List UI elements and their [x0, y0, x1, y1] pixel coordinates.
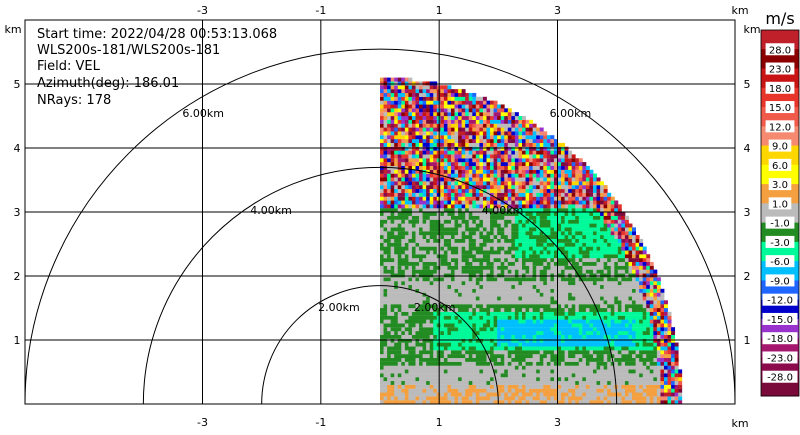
info-start-time: Start time: 2022/04/28 00:53:13.068 [37, 27, 277, 42]
range-ring-label: 6.00km [182, 107, 224, 120]
colorbar-label: 23.0 [769, 65, 791, 76]
x-tick-label-top: -1 [315, 4, 326, 17]
range-ring-label: 2.00km [414, 301, 456, 314]
axis-unit-labels: km km km km [4, 4, 760, 430]
info-text: Start time: 2022/04/28 00:53:13.068 WLS2… [37, 27, 277, 108]
colorbar-label-bg [765, 274, 795, 287]
y-tick-label-right: 5 [744, 78, 751, 91]
colorbar: 28.0 23.0 18.0 15.0 12.0 9.0 6.0 3.0 1.0 -1.0 -3.0… [760, 29, 800, 397]
colorbar-label: 6.0 [772, 161, 788, 172]
colorbar-label: 3.0 [772, 180, 788, 191]
colorbar-label-bg [762, 312, 798, 325]
colorbar-label: -1.0 [770, 219, 790, 230]
colorbar-label-bg [768, 178, 792, 191]
y-tick-label-right: 1 [744, 334, 751, 347]
x-unit-label-top: km [731, 4, 748, 17]
colorbar-label-bg [765, 62, 795, 75]
colorbar-label: 18.0 [769, 84, 791, 95]
y-tick-label-right: 3 [744, 206, 751, 219]
x-tick-label-top: 1 [436, 4, 443, 17]
colorbar-label-bg [762, 293, 798, 306]
colorbar-label: 28.0 [769, 45, 791, 56]
info-nrays: NRays: 178 [37, 93, 111, 108]
colorbar-label: -9.0 [770, 276, 790, 287]
colorbar-label-bg [762, 351, 798, 364]
info-field: Field: VEL [37, 59, 101, 74]
colorbar-frame [760, 29, 800, 397]
colorbar-label-bg [768, 139, 792, 152]
x-tick-label-bottom: -3 [197, 416, 208, 429]
colorbar-label: 9.0 [772, 142, 788, 153]
x-unit-label-bottom: km [731, 417, 748, 430]
colorbar-label: -28.0 [767, 373, 793, 384]
x-tick-label-bottom: 3 [554, 416, 561, 429]
colorbar-label: -12.0 [767, 296, 793, 307]
x-tick-label-top: -3 [197, 4, 208, 17]
info-instrument: WLS200s-181/WLS200s-181 [37, 43, 220, 58]
grid-lines [25, 20, 735, 404]
info-azimuth: Azimuth(deg): 186.01 [37, 76, 179, 91]
colorbar-label: 1.0 [772, 199, 788, 210]
y-tick-label-left: 1 [14, 334, 21, 347]
colorbar-unit: m/s [765, 9, 794, 28]
range-rings: 2.00km 2.00km 4.00km 4.00km 6.00km 6.00km [24, 48, 736, 405]
range-ring-label: 4.00km [250, 204, 292, 217]
y-tick-label-left: 3 [14, 206, 21, 219]
colorbar-label: -3.0 [770, 238, 790, 249]
y-tick-label-left: 2 [14, 270, 21, 283]
y-tick-label-right: 4 [744, 142, 751, 155]
colorbar-label-bg [768, 158, 792, 171]
colorbar-label-bg [765, 43, 795, 56]
x-tick-label-top: 3 [554, 4, 561, 17]
range-ring-label: 4.00km [482, 204, 524, 217]
range-ring [142, 166, 618, 405]
x-tick-label-bottom: -1 [315, 416, 326, 429]
colorbar-label: -18.0 [767, 334, 793, 345]
colorbar-label-bg [768, 197, 792, 210]
y-tick-label-left: 4 [14, 142, 21, 155]
range-ring-label: 6.00km [550, 107, 592, 120]
range-ring-label: 2.00km [318, 301, 360, 314]
y-unit-label-right: km [743, 23, 760, 36]
range-ring [24, 48, 736, 405]
colorbar-label-bg [765, 255, 795, 268]
axis-ticks: -3 -3 -1 -1 1 1 3 3 1 1 2 2 3 3 4 4 5 5 [14, 4, 751, 429]
colorbar-label-bg [762, 332, 798, 345]
colorbar-label-bg [765, 235, 795, 248]
colorbar-label-bg [765, 81, 795, 94]
velocity-field [380, 77, 683, 404]
y-tick-label-left: 5 [14, 78, 21, 91]
colorbar-label-bg [762, 370, 798, 383]
colorbar-label: -15.0 [767, 315, 793, 326]
colorbar-label-bg [765, 216, 795, 229]
x-tick-label-bottom: 1 [436, 416, 443, 429]
y-tick-label-right: 2 [744, 270, 751, 283]
y-unit-label-left: km [4, 23, 21, 36]
colorbar-label-bg [765, 120, 795, 133]
plot-frame [24, 19, 736, 405]
colorbar-label: -23.0 [767, 353, 793, 364]
colorbar-label-bg [765, 101, 795, 114]
colorbar-label: -6.0 [770, 257, 790, 268]
colorbar-label: 12.0 [769, 122, 791, 133]
colorbar-label: 15.0 [769, 103, 791, 114]
range-ring [261, 285, 499, 405]
